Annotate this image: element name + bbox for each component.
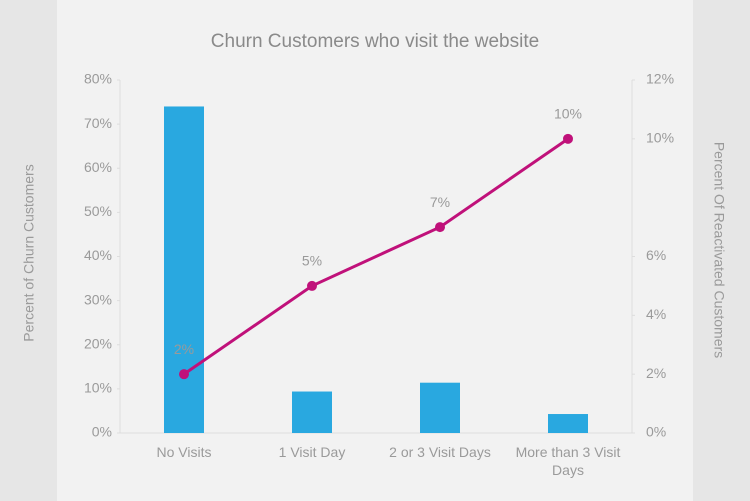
y-tick-label: 60% [84,159,112,175]
y2-tick-label: 10% [646,130,674,146]
y-tick-label: 80% [84,71,112,87]
data-label: 7% [430,194,450,210]
x-tick-label: More than 3 Visit Days [515,444,621,478]
y2-tick-label: 4% [646,306,666,322]
x-tick-label: 2 or 3 Visit Days [389,444,491,460]
x-tick-label: 1 Visit Day [278,444,346,460]
data-label: 5% [302,253,322,269]
y2-tick-label: 0% [646,424,666,440]
y-tick-label: 0% [92,424,112,440]
chart-title: Churn Customers who visit the website [211,31,539,52]
y2-tick-label: 6% [646,247,666,263]
point [435,222,445,233]
line [183,137,569,376]
y-tick-label: 50% [84,203,112,219]
y2-axis-label: Percent Of Reactivated Customers [711,142,727,358]
point [179,369,189,380]
y-tick-label: 20% [84,335,112,351]
point [307,280,317,291]
bar [420,382,460,433]
bar [292,391,332,433]
data-label: 2% [174,341,194,357]
y2-tick-label: 2% [646,365,666,381]
bar [548,414,588,433]
x-tick-label: No Visits [156,444,212,460]
y-tick-label: 40% [84,247,112,263]
y2-tick-label: 12% [646,71,674,87]
y-tick-label: 30% [84,291,112,307]
y-axis-label: Percent of Churn Customers [21,164,37,341]
panel [57,0,693,501]
data-label: 10% [554,106,582,122]
bar [164,106,204,433]
y-tick-label: 10% [84,380,112,396]
y-tick-label: 70% [84,115,112,131]
point [563,133,573,144]
